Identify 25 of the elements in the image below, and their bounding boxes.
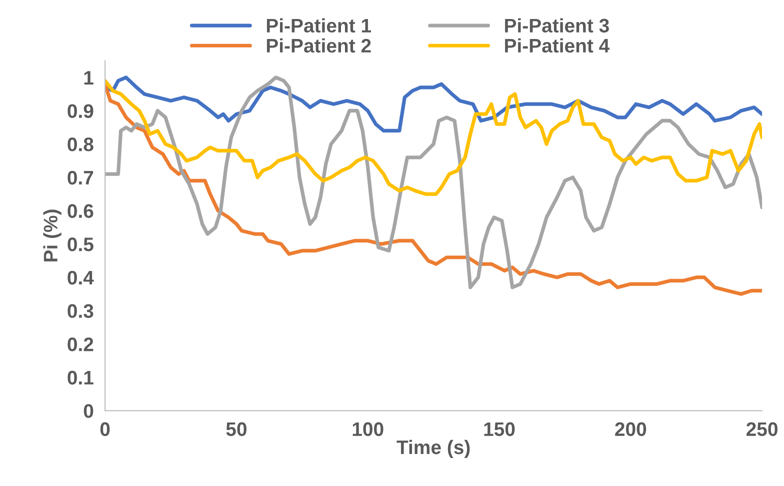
legend-label: Pi-Patient 2	[266, 38, 371, 53]
x-axis-title: Time (s)	[396, 440, 470, 458]
y-axis-title: Pi (%)	[43, 210, 62, 262]
x-tick-label: 50	[226, 422, 246, 436]
y-tick-label: 0.7	[68, 170, 94, 185]
y-tick-label: 0.8	[68, 138, 94, 152]
line-series	[105, 78, 762, 196]
y-tick-label: 0.4	[68, 270, 94, 285]
y-tick-label: 1	[84, 71, 94, 84]
legend-label: Pi-Patient 1	[266, 18, 371, 33]
x-tick-label: 150	[484, 422, 515, 436]
x-tick-label: 200	[615, 422, 646, 436]
y-tick-label: 0.6	[68, 204, 94, 218]
x-tick-label: 100	[352, 422, 384, 436]
legend-label: Pi-Patient 4	[505, 38, 610, 53]
y-tick-label: 0.2	[68, 337, 94, 352]
y-tick-label: 0.3	[68, 304, 94, 318]
y-tick-label: 0	[84, 404, 94, 418]
x-tick-label: 250	[746, 422, 778, 436]
line-series	[105, 76, 762, 133]
legend-label: Pi-Patient 3	[505, 18, 609, 33]
y-tick-label: 0.9	[68, 104, 94, 118]
y-tick-label: 0.5	[68, 238, 94, 252]
x-tick-label: 0	[100, 422, 110, 436]
y-tick-label: 0.1	[68, 370, 94, 385]
